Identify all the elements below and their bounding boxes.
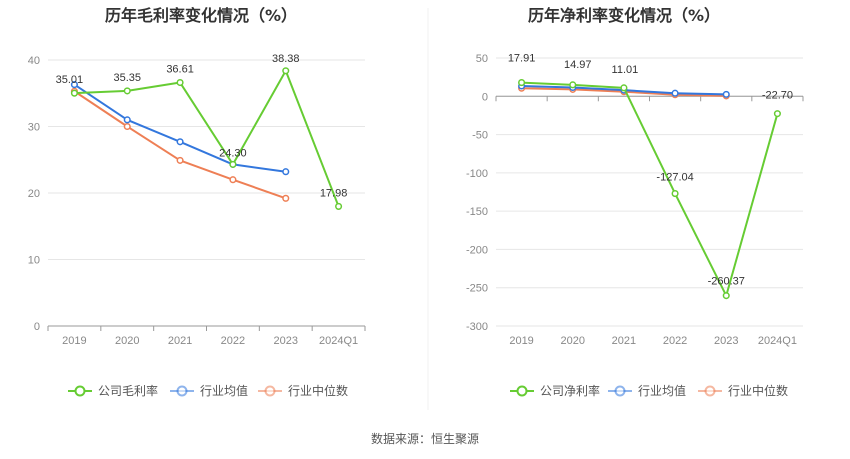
legend-label: 行业中位数 [728,383,788,398]
data-point-company [773,110,781,118]
data-point-avg [123,116,131,124]
series-line-company [521,81,779,297]
legend-swatch-marker [516,385,528,397]
legend-label: 行业均值 [200,383,248,398]
data-point-median [176,156,184,164]
data-label: 35.01 [56,74,84,86]
data-point-avg [722,90,730,98]
data-point-company [671,190,679,198]
data-point-median [229,176,237,184]
legend-label: 行业均值 [638,383,686,398]
data-point-company [123,87,131,95]
data-point-company [70,89,78,97]
x-tick-label: 2020 [115,335,139,347]
x-tick-label: 2021 [168,335,192,347]
data-point-avg [282,168,290,176]
legend-swatch-marker [74,385,86,397]
y-tick-label: -300 [466,321,488,333]
data-point-company [282,67,290,75]
x-tick-label: 2019 [62,335,86,347]
source-note: 数据来源：恒生聚源 [371,431,479,446]
y-tick-label: 0 [34,321,40,333]
data-point-company [569,81,577,89]
data-label: 38.38 [272,53,300,65]
y-tick-label: -100 [466,168,488,180]
chart-title: 历年净利率变化情况（%） [528,6,720,25]
data-label: 17.98 [320,187,348,199]
data-point-company [620,84,628,92]
chart-title: 历年毛利率变化情况（%） [105,6,297,25]
data-point-avg [176,138,184,146]
x-tick-label: 2022 [663,335,687,347]
x-tick-label: 2019 [509,335,533,347]
data-point-company [518,79,526,87]
y-tick-label: -250 [466,283,488,295]
legend-label: 公司净利率 [540,383,600,398]
series-line-company [74,69,340,207]
legend-swatch-marker [704,385,716,397]
data-point-company [335,202,343,210]
x-tick-label: 2023 [274,335,298,347]
x-tick-label: 2023 [714,335,738,347]
x-tick-label: 2021 [612,335,636,347]
x-tick-label: 2024Q1 [758,335,797,347]
data-label: 35.35 [113,72,141,84]
legend-swatch-marker [264,385,276,397]
data-label: 14.97 [564,59,592,71]
x-tick-label: 2020 [561,335,585,347]
data-point-company [722,292,730,300]
data-label: 17.91 [508,53,536,65]
y-tick-label: -50 [472,130,488,142]
data-label: -260.37 [708,276,745,288]
y-tick-label: -200 [466,244,488,256]
data-point-company [176,78,184,87]
gross-margin-chart: 历年毛利率变化情况（%） 0 10 20 30 40 2019 2020 2021 2022 202… [28,6,366,398]
x-tick-label: 2022 [221,335,245,347]
data-label: 11.01 [612,64,639,76]
data-label: 24.30 [219,147,247,159]
y-tick-label: 40 [28,55,40,67]
y-tick-label: -150 [466,206,488,218]
data-point-avg [671,89,679,97]
data-point-company [229,160,237,168]
y-tick-label: 30 [28,122,40,134]
y-tick-label: 10 [28,255,40,267]
y-tick-label: 50 [476,53,488,65]
data-label: -127.04 [656,172,693,184]
x-tick-label: 2024Q1 [319,335,358,347]
data-point-avg [70,81,78,89]
y-tick-label: 0 [482,91,488,103]
legend-label: 公司毛利率 [98,383,158,398]
legend-label: 行业中位数 [288,383,348,398]
y-tick-label: 20 [28,188,40,200]
data-label: -22.70 [762,90,793,102]
data-label: 36.61 [166,64,194,76]
legend-swatch-marker [614,385,626,397]
data-point-median [123,122,131,131]
legend-swatch-marker [176,385,188,397]
net-margin-chart: 历年净利率变化情况（%） 50 0 -50 -100 -150 -200 -250 -300 20… [466,6,804,398]
data-point-median [282,194,290,202]
